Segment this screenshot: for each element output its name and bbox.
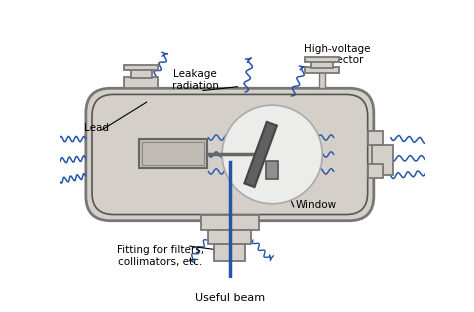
Bar — [142, 142, 204, 165]
Text: Useful beam: Useful beam — [195, 293, 265, 303]
Bar — [139, 139, 207, 168]
Bar — [319, 71, 325, 88]
Ellipse shape — [222, 105, 322, 204]
Bar — [130, 68, 152, 78]
Bar — [305, 57, 339, 62]
Text: Window: Window — [295, 200, 337, 210]
Bar — [372, 145, 393, 174]
Bar — [208, 230, 251, 244]
Text: Fitting for filters,
collimators, etc.: Fitting for filters, collimators, etc. — [117, 245, 204, 267]
Bar — [368, 164, 383, 178]
Bar — [124, 65, 158, 70]
Bar — [201, 215, 259, 230]
Text: Lead: Lead — [83, 123, 109, 133]
Bar — [214, 244, 245, 261]
Text: High-voltage
connector: High-voltage connector — [304, 44, 371, 65]
FancyBboxPatch shape — [86, 88, 374, 221]
Polygon shape — [245, 122, 277, 187]
Bar — [305, 67, 339, 73]
Bar — [311, 61, 333, 68]
Bar — [368, 131, 383, 145]
Bar — [124, 77, 158, 88]
Text: Leakage
radiation: Leakage radiation — [172, 69, 219, 90]
Bar — [266, 161, 278, 179]
